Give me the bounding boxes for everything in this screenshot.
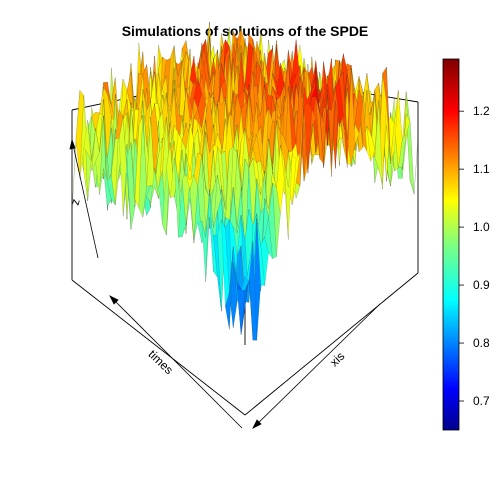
surface-facet xyxy=(354,90,364,134)
surface-facet xyxy=(295,86,305,187)
surface-facet xyxy=(339,71,348,168)
surface-facet xyxy=(280,145,289,240)
xis-axis-arrow xyxy=(252,303,381,429)
colorbar: 0.7 0.8 0.9 1.0 1.1 1.2 xyxy=(442,58,490,431)
colorbar-tick-label: 0.7 xyxy=(473,394,490,408)
surface-facet xyxy=(303,102,312,174)
colorbar-tick-label: 1.2 xyxy=(473,104,490,118)
surface-facet xyxy=(366,126,375,162)
colorbar-ticks: 0.7 0.8 0.9 1.0 1.1 1.2 xyxy=(459,104,490,408)
surface-facet xyxy=(240,276,250,291)
z-axis-arrowhead xyxy=(69,138,76,150)
z-axis-arrow xyxy=(71,139,99,259)
colorbar-tick-label: 0.8 xyxy=(473,336,490,350)
times-axis-arrowhead xyxy=(109,295,119,305)
surface-facet xyxy=(292,152,301,205)
colorbar-fill xyxy=(442,58,460,431)
surface-facet xyxy=(276,145,285,215)
box-front-edges xyxy=(71,102,419,416)
surface-plot xyxy=(71,22,419,341)
times-axis-label: times xyxy=(146,347,176,377)
chart-title: Simulations of solutions of the SPDE xyxy=(122,23,369,39)
surface-facet xyxy=(382,66,391,165)
surface-facet xyxy=(347,68,356,165)
times-axis-arrow xyxy=(109,295,243,429)
z-axis-label: z xyxy=(68,197,83,206)
colorbar-tick-label: 1.1 xyxy=(473,162,490,176)
xis-axis-arrowhead xyxy=(252,419,262,429)
surface-facet xyxy=(307,108,316,174)
colorbar-tick-label: 1.0 xyxy=(473,220,490,234)
surface-facet xyxy=(264,217,273,259)
surface-facet xyxy=(406,114,415,195)
xis-axis-label: xis xyxy=(327,349,347,369)
axis-arrows xyxy=(69,138,381,429)
colorbar-tick-label: 0.9 xyxy=(473,278,490,292)
surface-facet xyxy=(268,183,277,260)
